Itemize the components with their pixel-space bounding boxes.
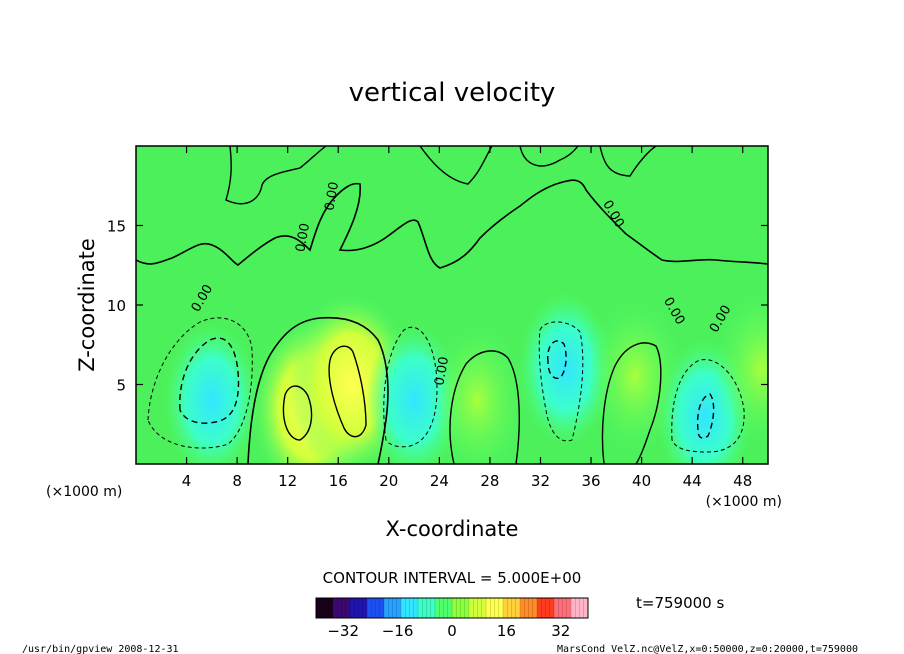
- x-tick-label: 48: [733, 472, 752, 490]
- updraft-contour: [247, 316, 389, 464]
- y-tick-label: 15: [107, 218, 126, 236]
- colorbar-swatch: [503, 598, 521, 618]
- colorbar-swatch: [571, 598, 589, 618]
- colorbar-swatch: [333, 598, 351, 618]
- colorbar-tick-label: 0: [447, 622, 457, 640]
- x-tick-label: 16: [329, 472, 348, 490]
- colorbar-swatch: [537, 598, 555, 618]
- zero-contour: [136, 179, 768, 269]
- x-unit-left: (×1000 m): [46, 484, 122, 500]
- colorbar-swatch: [469, 598, 487, 618]
- upper-contour: [225, 146, 657, 205]
- x-tick-label: 20: [379, 472, 398, 490]
- contour-interval: CONTOUR INTERVAL = 5.000E+00: [323, 569, 582, 587]
- y-axis-label: Z-coordinate: [75, 238, 99, 372]
- colorbar-frame: [315, 597, 589, 619]
- velocity-cell-4: [429, 322, 526, 464]
- downdraft-contour: [179, 337, 715, 439]
- colorbar-swatch: [401, 598, 419, 618]
- x-tick-label: 44: [683, 472, 702, 490]
- colorbar-swatch: [435, 598, 453, 618]
- x-tick-label: 4: [182, 472, 192, 490]
- velocity-cell-5: [517, 290, 614, 447]
- colorbar-swatch: [520, 598, 538, 618]
- chart-title: vertical velocity: [349, 78, 556, 108]
- footer-left: /usr/bin/gpview 2008-12-31: [22, 644, 179, 654]
- plot-area: 0.000.000.000.000.000.00 0.00: [136, 146, 768, 464]
- x-tick-label: 36: [581, 472, 600, 490]
- time-label: t=759000 s: [636, 594, 724, 612]
- colorbar-tick-label: 32: [551, 622, 570, 640]
- colorbar-swatch: [486, 598, 504, 618]
- contour-value-label: 0.00: [432, 356, 452, 387]
- contour-value-label: 0.00: [293, 222, 313, 253]
- x-axis-label: X-coordinate: [386, 517, 519, 541]
- contour-value-label: 0.00: [322, 181, 342, 212]
- x-tick-label: 40: [632, 472, 651, 490]
- colorbar-swatch: [554, 598, 572, 618]
- colorbar-swatch: [350, 598, 368, 618]
- y-tick-label: 10: [107, 297, 126, 315]
- colorbar-tick-label: −16: [382, 622, 414, 640]
- colorbar-swatch: [418, 598, 436, 618]
- velocity-cell-0: [163, 322, 260, 464]
- velocity-cell-8: [713, 290, 768, 447]
- colorbar: −32 −16 0 16 32: [315, 597, 589, 640]
- colorbar-tick-label: 16: [497, 622, 516, 640]
- x-tick-label: 32: [531, 472, 550, 490]
- colorbar-swatch: [367, 598, 385, 618]
- x-unit-right: (×1000 m): [706, 494, 782, 510]
- x-tick-label: 24: [430, 472, 449, 490]
- colorbar-swatch: [316, 598, 334, 618]
- x-tick-label: 12: [278, 472, 297, 490]
- updraft-contour-3: [601, 342, 662, 464]
- x-tick-label: 8: [232, 472, 242, 490]
- downdraft-contour-2: [147, 317, 745, 453]
- x-tick-label: 28: [480, 472, 499, 490]
- footer-right: MarsCond_VelZ.nc@VelZ,x=0:50000,z=0:2000…: [557, 644, 858, 654]
- updraft-contour-2: [449, 350, 520, 464]
- colorbar-swatch: [384, 598, 402, 618]
- colorbar-swatch: [452, 598, 470, 618]
- colorbar-tick-label: −32: [327, 622, 359, 640]
- updraft-core: [282, 345, 367, 441]
- y-tick-label: 5: [116, 377, 126, 395]
